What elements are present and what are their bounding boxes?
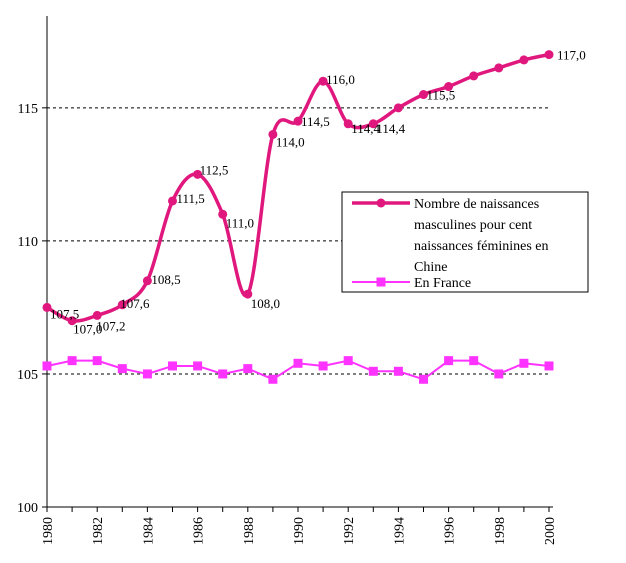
chine-data-label: 108,0 <box>251 296 280 311</box>
chine-point <box>268 129 278 139</box>
france-point <box>368 366 378 376</box>
chine-point <box>92 310 102 320</box>
chine-data-label: 114,5 <box>301 114 330 129</box>
series-chine <box>42 50 554 326</box>
y-axis-ticks: 100 105 110 115 <box>17 102 47 516</box>
legend: Nombre de naissances masculines pour cent… <box>341 191 589 293</box>
chine-point <box>544 50 554 60</box>
chine-point <box>393 103 403 113</box>
france-point <box>42 361 52 371</box>
france-point <box>519 358 529 368</box>
axes <box>46 16 553 508</box>
chine-data-label: 117,0 <box>557 48 586 63</box>
france-point <box>419 374 428 384</box>
chine-point <box>218 209 228 219</box>
france-point <box>469 356 479 366</box>
x-tick-label: 1980 <box>41 517 56 545</box>
chine-point <box>318 76 328 86</box>
legend-box <box>341 191 589 293</box>
france-point <box>544 361 554 371</box>
legend-chine-label: naissances féminines en <box>414 239 549 254</box>
france-point <box>494 369 504 379</box>
x-tick-label: 1984 <box>141 517 156 545</box>
chine-data-label: 112,5 <box>200 162 229 177</box>
series-france <box>42 356 554 384</box>
chine-data-label: 107,2 <box>96 318 125 333</box>
chine-point <box>117 300 127 310</box>
chine-point <box>343 119 353 129</box>
france-point <box>318 361 328 371</box>
y-tick-label: 105 <box>17 368 38 383</box>
chine-point <box>193 169 203 179</box>
france-point <box>293 358 303 368</box>
chine-point <box>519 55 529 65</box>
france-point <box>243 364 253 374</box>
x-tick-label: 1994 <box>392 517 407 545</box>
y-tick-label: 115 <box>18 102 38 117</box>
chine-line <box>46 52 550 323</box>
legend-chine-label: Chine <box>414 260 447 275</box>
legend-france-label: En France <box>414 276 471 291</box>
legend-france-marker <box>376 277 386 287</box>
france-point <box>343 356 353 366</box>
chine-point <box>469 71 479 81</box>
y-tick-label: 110 <box>18 235 38 250</box>
x-tick-label: 1990 <box>292 517 307 545</box>
x-tick-label: 1998 <box>493 517 508 545</box>
chine-point <box>444 82 454 92</box>
x-axis-ticks: 1980 1982 1984 1986 1988 1990 1992 1994 1996 1998… <box>41 507 558 545</box>
legend-chine-label: Nombre de naissances <box>414 197 539 212</box>
legend-chine-label: masculines pour cent <box>414 218 532 233</box>
france-point <box>92 356 102 366</box>
chine-point <box>142 276 152 286</box>
chine-data-label: 111,5 <box>177 191 205 206</box>
x-tick-label: 1992 <box>342 517 357 545</box>
x-tick-label: 1996 <box>443 517 458 545</box>
chine-point <box>243 289 253 299</box>
france-point <box>168 361 177 371</box>
x-tick-label: 2000 <box>543 517 558 545</box>
chine-data-label: 107,6 <box>120 296 150 311</box>
chine-data-label: 116,0 <box>326 72 355 87</box>
chine-data-label: 115,5 <box>427 88 456 103</box>
x-tick-label: 1988 <box>242 517 257 545</box>
chine-data-label: 111,0 <box>226 215 254 230</box>
x-tick-label: 1986 <box>192 517 207 545</box>
chine-point <box>168 196 177 206</box>
france-point <box>67 356 77 366</box>
chine-data-label: 114,4 <box>351 121 380 136</box>
chine-point <box>67 316 77 326</box>
chine-point <box>494 63 504 73</box>
france-point <box>218 369 228 379</box>
y-tick-label: 100 <box>17 501 38 516</box>
chine-data-label: 107,5 <box>50 306 79 321</box>
chine-data-label: 108,5 <box>151 272 180 287</box>
chine-point <box>368 119 378 129</box>
france-point <box>117 364 127 374</box>
chine-data-label: 114,0 <box>276 134 305 149</box>
chine-data-label: 107,0 <box>73 322 102 337</box>
chine-data-label: 114,4 <box>376 121 405 136</box>
france-point <box>142 369 152 379</box>
chine-point <box>293 116 303 126</box>
france-point <box>268 374 278 384</box>
france-point <box>444 356 454 366</box>
chine-point <box>42 302 52 312</box>
x-tick-label: 1982 <box>91 517 106 545</box>
france-point <box>393 366 403 376</box>
legend-chine-marker <box>376 198 386 208</box>
france-point <box>193 361 203 371</box>
chine-point <box>419 90 428 100</box>
